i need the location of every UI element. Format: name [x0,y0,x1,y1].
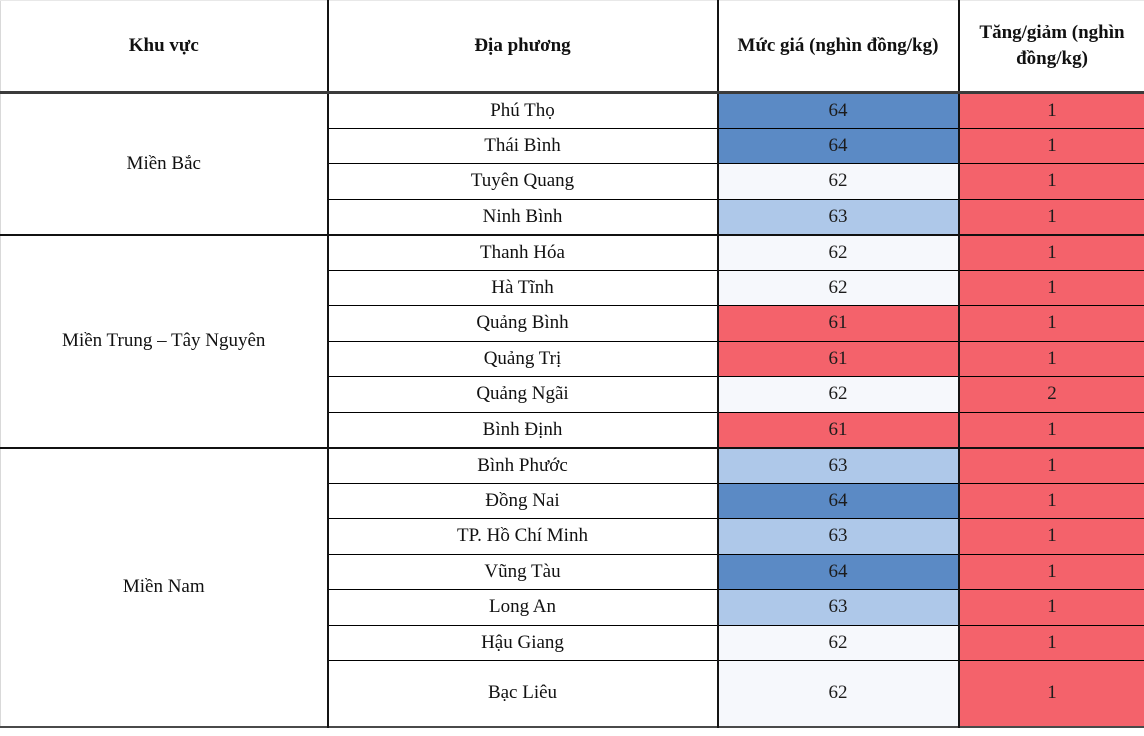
header-region: Khu vực [0,0,329,94]
table-row: Miền Trung – Tây Nguyên Thanh Hóa 62 1 [0,233,1144,448]
change-cell: 1 [958,624,1144,661]
table-header: Khu vực Địa phương Mức giá (nghìn đồng/k… [0,0,1144,94]
table-row: Hậu Giang 62 1 [1,624,1144,661]
table-row: Ninh Bình 63 1 [1,198,1144,235]
locality-cell: Bình Phước [327,446,719,483]
price-cell: 64 [717,553,960,590]
change-cell: 1 [958,233,1144,270]
price-cell: 61 [717,340,960,377]
change-cell: 1 [958,269,1144,306]
price-cell: 63 [717,518,960,554]
table-row: Quảng Trị 61 1 [1,340,1144,377]
region-cell-mien-nam: Miền Nam [0,446,329,727]
table-row: Tuyên Quang 62 1 [1,163,1144,199]
table-row: Bạc Liêu 62 1 [1,660,1144,727]
table-row: Miền Bắc Phú Thọ 64 1 [0,92,1144,235]
change-cell: 1 [958,92,1144,128]
locality-cell: Ninh Bình [327,198,719,235]
header-row: Khu vực Địa phương Mức giá (nghìn đồng/k… [0,0,1144,94]
change-cell: 1 [958,446,1144,483]
change-cell: 1 [958,589,1144,625]
price-cell: 63 [717,198,960,235]
locality-cell: TP. Hồ Chí Minh [327,518,719,554]
change-cell: 1 [958,482,1144,519]
price-cell: 63 [717,589,960,625]
region-cell-mien-trung: Miền Trung – Tây Nguyên [0,233,329,448]
price-cell: 62 [717,163,960,199]
price-cell: 62 [717,624,960,661]
change-cell: 1 [958,127,1144,164]
locality-cell: Bình Định [327,411,719,448]
locality-cell: Quảng Bình [327,305,719,341]
locality-cell: Long An [327,589,719,625]
price-cell: 63 [717,446,960,483]
locality-cell: Hà Tĩnh [327,269,719,306]
price-cell: 62 [717,233,960,270]
table-row: Đồng Nai 64 1 [1,482,1144,519]
locality-cell: Hậu Giang [327,624,719,661]
table-row: Long An 63 1 [1,589,1144,625]
table-row: Bình Định 61 1 [1,411,1144,448]
locality-cell: Bạc Liêu [327,660,719,727]
header-locality: Địa phương [327,0,719,94]
price-cell: 62 [717,376,960,412]
locality-cell: Thanh Hóa [327,233,719,270]
table-row: Miền Nam Bình Phước 63 1 [0,446,1144,727]
table-row: Quảng Bình 61 1 [1,305,1144,341]
locality-cell: Vũng Tàu [327,553,719,590]
change-cell: 1 [958,518,1144,554]
price-cell: 62 [717,269,960,306]
price-cell: 61 [717,411,960,448]
table-row: Thái Bình 64 1 [1,127,1144,164]
header-price: Mức giá (nghìn đồng/kg) [717,0,960,94]
change-cell: 1 [958,305,1144,341]
change-cell: 1 [958,163,1144,199]
table-row: Vũng Tàu 64 1 [1,553,1144,590]
table-body: Miền Bắc Phú Thọ 64 1 Thái Bình 64 1 Tuy… [0,92,1144,727]
change-cell: 1 [958,553,1144,590]
price-cell: 61 [717,305,960,341]
region-cell-mien-bac: Miền Bắc [0,92,329,235]
table-row: Quảng Ngãi 62 2 [1,376,1144,412]
price-cell: 64 [717,482,960,519]
price-cell: 64 [717,127,960,164]
header-change: Tăng/giảm (nghìn đồng/kg) [958,0,1144,94]
change-cell: 1 [958,411,1144,448]
table-row: TP. Hồ Chí Minh 63 1 [1,518,1144,554]
locality-cell: Thái Bình [327,127,719,164]
locality-cell: Đồng Nai [327,482,719,519]
price-cell: 62 [717,660,960,727]
locality-cell: Tuyên Quang [327,163,719,199]
locality-cell: Phú Thọ [327,92,719,128]
locality-cell: Quảng Trị [327,340,719,377]
change-cell: 1 [958,198,1144,235]
table-row: Hà Tĩnh 62 1 [1,269,1144,306]
change-cell: 1 [958,660,1144,727]
change-cell: 1 [958,340,1144,377]
price-cell: 64 [717,92,960,128]
change-cell: 2 [958,376,1144,412]
locality-cell: Quảng Ngãi [327,376,719,412]
